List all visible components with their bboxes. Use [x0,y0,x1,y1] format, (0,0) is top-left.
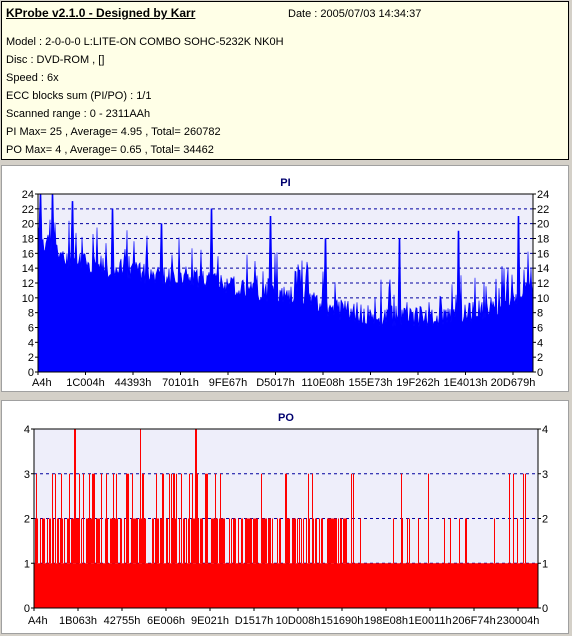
chart-title: PI [280,177,290,189]
x-tick-label: 70101h [162,377,199,389]
x-tick-label: D5017h [256,377,295,389]
y-tick-label-right: 0 [537,367,543,379]
y-tick-label-right: 2 [537,352,543,364]
y-tick-label-right: 3 [542,469,548,481]
y-tick-label-right: 8 [537,308,543,320]
y-tick-label-right: 20 [537,219,549,231]
x-tick-label: 198E08h [364,615,408,627]
y-tick-label: 0 [24,603,30,615]
y-tick-label-right: 10 [537,293,549,305]
y-tick-label-right: 18 [537,234,549,246]
x-tick-label: 206F74h [452,615,495,627]
x-tick-label: 42755h [104,615,141,627]
x-tick-label: 10D008h [276,615,321,627]
range-line: Scanned range : 0 - 2311AAh [6,108,151,120]
pi-stats-line: PI Max= 25 , Average= 4.95 , Total= 2607… [6,126,221,138]
x-tick-label: 155E73h [348,377,392,389]
y-tick-label-right: 24 [537,189,549,201]
model-line: Model : 2-0-0-0 L:LITE-ON COMBO SOHC-523… [6,36,284,48]
y-tick-label-right: 22 [537,204,549,216]
disc-line: Disc : DVD-ROM , [] [6,54,105,66]
y-tick-label: 2 [24,514,30,526]
y-tick-label: 24 [22,189,34,201]
speed-line: Speed : 6x [6,72,59,84]
x-tick-label: 110E08h [301,377,344,389]
x-tick-label: 230004h [497,615,540,627]
y-tick-label-right: 16 [537,248,549,260]
pi-chart-panel: PI 0 0 2 2 4 4 6 6 8 8 10 10 12 12 14 14 16 16 18 18 20 20 22 22… [1,165,569,392]
y-tick-label-right: 2 [542,514,548,526]
po-baseline [34,563,538,608]
x-tick-label: 9FE67h [209,377,248,389]
y-tick-label: 10 [22,293,34,305]
po-bars [35,429,526,564]
y-tick-label: 0 [28,367,34,379]
x-tick-label: 44393h [115,377,152,389]
y-tick-label-right: 1 [542,558,548,570]
y-tick-label: 2 [28,352,34,364]
y-tick-label: 14 [22,263,34,275]
scan-date: Date : 2005/07/03 14:34:37 [288,8,422,20]
pi-bars [37,193,534,373]
y-tick-label-right: 6 [537,323,543,335]
y-tick-label: 16 [22,248,34,260]
y-tick-label: 8 [28,308,34,320]
y-tick-label: 4 [24,424,30,436]
y-tick-label-right: 4 [537,337,543,349]
y-tick-label-right: 0 [542,603,548,615]
po-chart-panel: PO 0 0 1 1 2 2 3 3 4 4 A4h 1B063h 42755h 6E006h 9E021h D… [1,400,569,634]
x-tick-label: A4h [32,377,52,389]
x-tick-label: 1B063h [59,615,97,627]
y-tick-label-right: 14 [537,263,549,275]
x-tick-label: 1C004h [66,377,105,389]
y-tick-label: 4 [28,337,34,349]
y-tick-label-right: 12 [537,278,549,290]
po-chart: PO 0 0 1 1 2 2 3 3 4 4 A4h 1B063h 42755h 6E006h 9E021h D… [24,412,548,627]
x-tick-label: A4h [28,615,48,627]
chart-title: PO [278,412,294,424]
y-tick-label-right: 4 [542,424,548,436]
y-tick-label: 12 [22,278,34,290]
app-title: KProbe v2.1.0 - Designed by Karr [6,6,196,20]
y-tick-label: 3 [24,469,30,481]
x-tick-label: D1517h [235,615,274,627]
x-tick-label: 19F262h [396,377,439,389]
x-tick-label: 151690h [321,615,364,627]
x-tick-label: 20D679h [491,377,536,389]
x-tick-label: 1E4013h [443,377,487,389]
y-tick-label: 20 [22,219,34,231]
y-tick-label: 22 [22,204,34,216]
x-tick-label: 1E0011h [408,615,451,627]
po-stats-line: PO Max= 4 , Average= 0.65 , Total= 34462 [6,144,214,156]
y-tick-label: 1 [24,558,30,570]
y-tick-label: 6 [28,323,34,335]
ecc-line: ECC blocks sum (PI/PO) : 1/1 [6,90,152,102]
plot-border [33,428,539,609]
x-tick-label: 9E021h [191,615,229,627]
plot-border [37,193,534,373]
x-tick-label: 6E006h [147,615,185,627]
y-tick-label: 18 [22,234,34,246]
info-panel: KProbe v2.1.0 - Designed by Karr Date : … [1,1,569,160]
